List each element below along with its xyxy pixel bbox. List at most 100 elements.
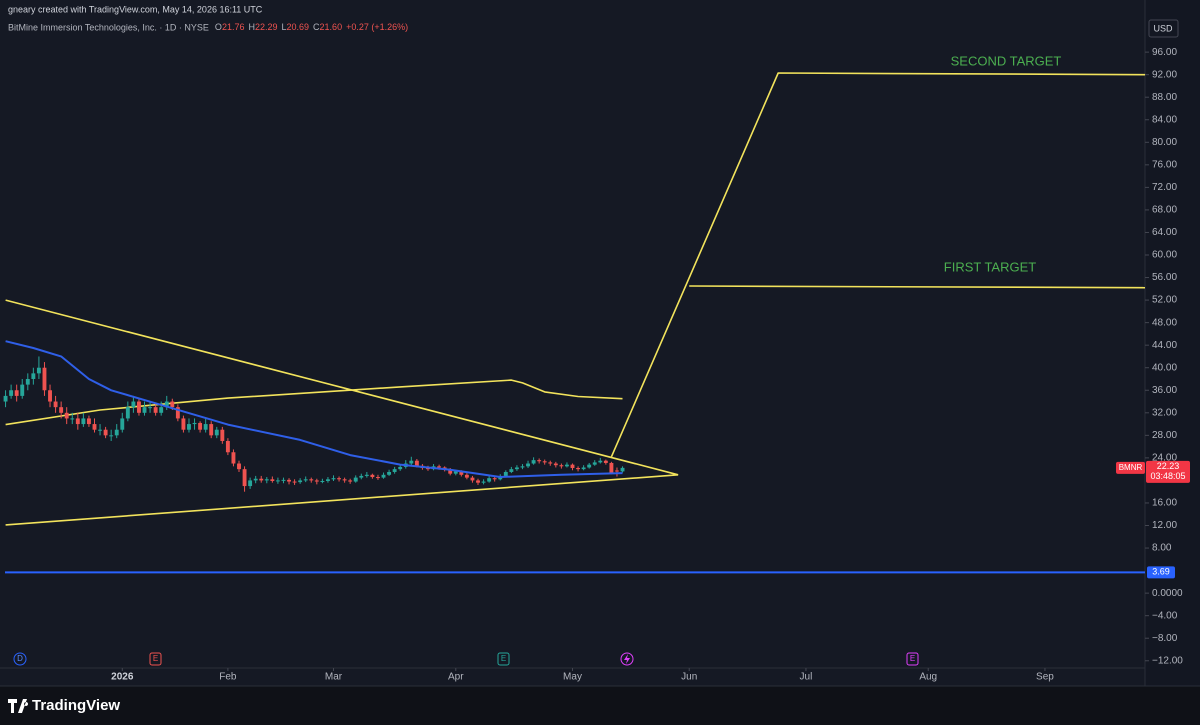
candle: [175, 404, 180, 422]
candle: [198, 421, 203, 433]
candle-body: [448, 469, 453, 474]
y-tick-label: 12.00: [1152, 520, 1177, 531]
candle-body: [325, 479, 330, 481]
candle: [64, 407, 69, 425]
annotation: SECOND TARGET: [951, 53, 1062, 68]
candle: [248, 477, 253, 489]
candle-body: [3, 395, 8, 402]
event-icon[interactable]: [620, 652, 634, 666]
x-tick-label: Jul: [800, 672, 813, 683]
candle: [86, 415, 91, 427]
candle-body: [370, 474, 375, 478]
candle: [36, 356, 41, 379]
candle-body: [381, 474, 386, 478]
candle: [109, 429, 114, 441]
trendline: [5, 474, 679, 526]
candle-body: [81, 418, 86, 425]
candle: [164, 395, 169, 410]
candle: [75, 412, 80, 430]
candle: [576, 466, 581, 472]
candle-body: [159, 407, 164, 413]
logo: TradingView: [8, 697, 120, 714]
candle-body: [503, 471, 508, 476]
price-tag: [1146, 460, 1190, 483]
candle-body: [131, 401, 136, 408]
event-icon[interactable]: [149, 652, 162, 666]
candle-body: [98, 429, 102, 431]
legend-value: 21.60: [320, 22, 343, 32]
candle: [587, 462, 592, 469]
y-tick-label: 80.00: [1152, 137, 1177, 148]
candle: [92, 418, 97, 433]
candle-body: [248, 480, 253, 487]
candle-body: [364, 474, 369, 476]
logo-icon: [8, 699, 29, 713]
candle-body: [615, 470, 619, 472]
candle-body: [320, 480, 325, 482]
candle: [509, 466, 514, 474]
candle: [42, 362, 47, 396]
candle-body: [214, 429, 219, 436]
candle: [14, 384, 19, 402]
hline-label-box: [1147, 566, 1175, 579]
event-icon[interactable]: [497, 652, 510, 666]
candle-body: [31, 373, 36, 379]
event-label[interactable]: E: [501, 654, 506, 663]
candle: [214, 426, 219, 439]
candle: [25, 373, 30, 391]
candle: [120, 412, 125, 433]
candle: [487, 475, 492, 483]
candle: [20, 378, 25, 399]
candle: [264, 477, 269, 484]
candle-body: [125, 407, 130, 419]
candle-body: [470, 477, 475, 481]
candle-body: [120, 418, 125, 430]
candle-body: [220, 429, 225, 441]
candle-body: [64, 412, 69, 419]
event-label[interactable]: E: [153, 654, 158, 663]
candle-body: [187, 424, 191, 430]
candle: [470, 475, 475, 483]
candle: [287, 478, 291, 485]
candle-body: [481, 481, 486, 483]
candle-body: [42, 367, 47, 391]
candle: [564, 462, 569, 468]
event-label[interactable]: E: [910, 654, 915, 663]
candle: [298, 478, 303, 484]
candle-body: [476, 480, 480, 483]
candle: [537, 458, 542, 464]
candle-body: [331, 478, 336, 480]
candle-body: [264, 479, 269, 481]
candle-body: [36, 367, 41, 374]
event-label[interactable]: D: [17, 654, 23, 663]
candle-body: [153, 407, 158, 413]
candle: [325, 477, 330, 483]
candle: [3, 390, 8, 408]
currency-box[interactable]: [1148, 19, 1179, 38]
x-tick-label: Aug: [919, 672, 937, 683]
currency[interactable]: USD: [1153, 23, 1173, 33]
symbol-label: BMNR: [1119, 463, 1143, 472]
candle: [220, 426, 225, 444]
candle: [225, 438, 230, 456]
candle-body: [209, 424, 214, 436]
candle-body: [175, 407, 180, 419]
y-tick-label: 68.00: [1152, 205, 1177, 216]
event-icon[interactable]: [906, 652, 919, 666]
candle-body: [59, 407, 64, 413]
event-icon[interactable]: [13, 652, 27, 666]
candle-body: [542, 461, 547, 463]
moving-average: [5, 379, 623, 426]
candle: [331, 475, 336, 481]
candle-body: [275, 480, 280, 482]
y-tick-label: 0.0000: [1152, 588, 1183, 599]
watermark: gneary created with TradingView.com, May…: [8, 4, 263, 14]
candle: [103, 426, 108, 439]
candle-body: [337, 478, 341, 480]
candle-body: [170, 401, 175, 408]
candle-body: [514, 467, 519, 470]
x-tick-label: Apr: [448, 672, 464, 683]
lightning-icon[interactable]: [624, 654, 630, 664]
y-tick-label: 60.00: [1152, 250, 1177, 261]
